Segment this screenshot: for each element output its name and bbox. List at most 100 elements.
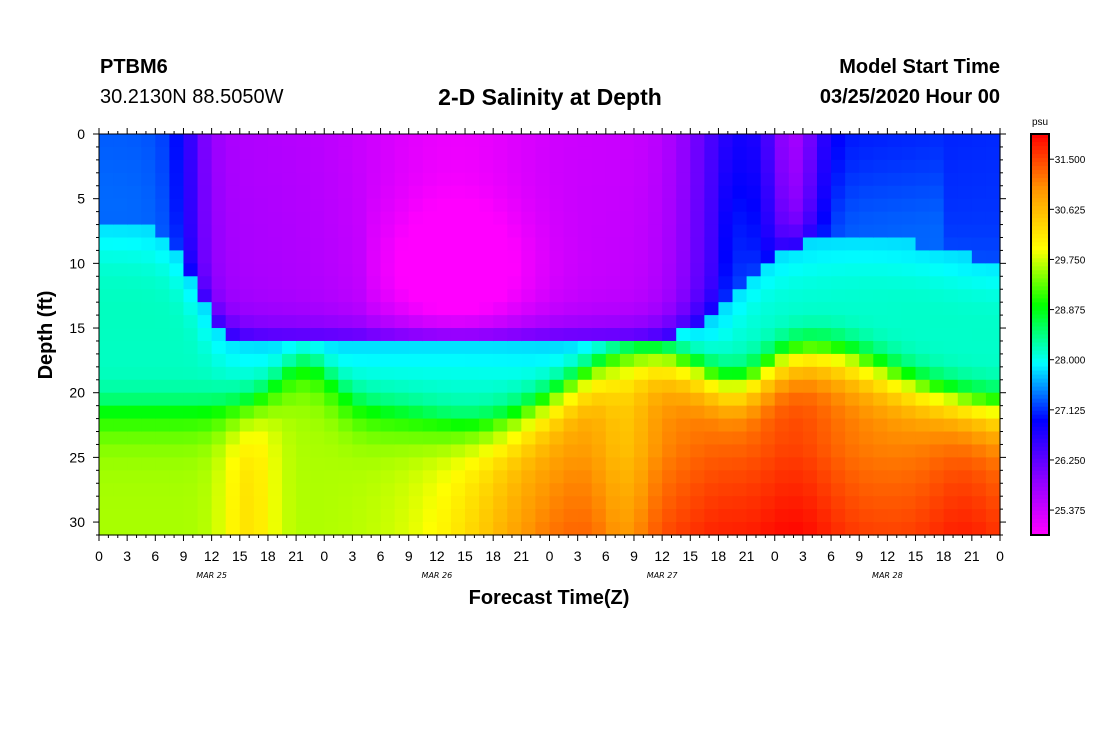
heatmap-cell (887, 172, 903, 187)
heatmap-cell (957, 457, 973, 471)
heatmap-cell (99, 366, 114, 381)
heatmap-cell (169, 340, 185, 355)
heatmap-cell (535, 302, 551, 316)
heatmap-cell (676, 392, 691, 407)
colorbar-segment (1031, 486, 1049, 492)
heatmap-cell (760, 302, 776, 316)
heatmap-cell (943, 483, 959, 497)
heatmap-cell (859, 172, 874, 187)
heatmap-cell (873, 185, 888, 200)
heatmap-cell (760, 522, 776, 536)
heatmap-cell (465, 146, 480, 161)
heatmap-cell (929, 340, 945, 355)
heatmap-cell (239, 496, 255, 510)
heatmap-cell (479, 211, 494, 226)
heatmap-cell (310, 470, 325, 484)
heatmap-cell (324, 134, 339, 148)
heatmap-cell (352, 211, 368, 226)
colorbar-segment (1031, 358, 1049, 364)
heatmap-cell (141, 379, 156, 394)
heatmap-cell (366, 250, 382, 264)
heatmap-cell (915, 444, 931, 458)
heatmap-cell (282, 392, 297, 407)
heatmap-cell (296, 328, 311, 342)
heatmap-cell (957, 392, 973, 407)
colorbar-segment (1031, 230, 1049, 235)
heatmap-cell (422, 340, 438, 355)
heatmap-cell (718, 237, 734, 252)
heatmap-cell (915, 340, 931, 355)
heatmap-cell (605, 289, 621, 303)
heatmap-cell (802, 159, 818, 174)
heatmap-cell (732, 328, 748, 342)
heatmap-cell (985, 289, 1001, 303)
heatmap-cell (211, 522, 227, 536)
colorbar-segment (1031, 170, 1049, 175)
heatmap-cell (197, 470, 213, 484)
heatmap-cell (465, 289, 480, 303)
heatmap-cell (690, 198, 705, 213)
heatmap-cell (549, 366, 565, 381)
heatmap-cell (338, 146, 354, 161)
heatmap-cell (296, 509, 311, 523)
heatmap-cell (774, 522, 790, 536)
heatmap-cell (169, 353, 185, 368)
heatmap-cell (366, 237, 382, 252)
heatmap-cell (845, 185, 860, 200)
heatmap-cell (450, 496, 466, 510)
heatmap-cell (282, 237, 297, 252)
heatmap-cell (859, 457, 874, 471)
heatmap-cell (521, 302, 537, 316)
model-start-label: Model Start Time (839, 56, 1000, 78)
heatmap-cell (690, 224, 705, 239)
heatmap-cell (943, 328, 959, 342)
heatmap-cell (493, 237, 508, 252)
heatmap-cell (859, 483, 874, 497)
heatmap-cell (282, 522, 297, 536)
heatmap-cell (408, 289, 424, 303)
heatmap-cell (859, 431, 874, 446)
heatmap-cell (591, 289, 607, 303)
heatmap-cell (535, 405, 551, 420)
heatmap-cell (760, 146, 776, 161)
heatmap-cell (465, 457, 480, 471)
heatmap-cell (352, 276, 368, 290)
heatmap-cell (253, 315, 269, 329)
heatmap-cell (422, 134, 438, 148)
heatmap-cell (324, 509, 339, 523)
heatmap-cell (465, 302, 480, 316)
heatmap-cell (535, 483, 551, 497)
heatmap-cell (563, 263, 579, 277)
heatmap-cell (296, 134, 311, 148)
heatmap-cell (282, 198, 297, 213)
heatmap-cell (408, 379, 424, 394)
heatmap-cell (732, 146, 748, 161)
heatmap-cell (563, 340, 579, 355)
heatmap-cell (169, 509, 185, 523)
heatmap-cell (141, 328, 156, 342)
heatmap-cell (394, 302, 410, 316)
heatmap-cell (408, 185, 424, 200)
heatmap-cell (591, 134, 607, 148)
heatmap-cell (352, 470, 368, 484)
heatmap-cell (605, 483, 621, 497)
heatmap-cell (929, 237, 945, 252)
heatmap-cell (633, 224, 649, 239)
heatmap-cell (971, 418, 987, 433)
heatmap-cell (774, 340, 790, 355)
colorbar-segment (1031, 178, 1049, 183)
heatmap-cell (141, 353, 156, 368)
heatmap-cell (155, 185, 170, 200)
heatmap-cell (957, 250, 973, 264)
heatmap-cell (971, 366, 987, 381)
heatmap-cell (253, 211, 269, 226)
heatmap-cell (380, 457, 396, 471)
x-tick-label: 6 (377, 548, 385, 564)
heatmap-cell (253, 328, 269, 342)
heatmap-cell (450, 315, 466, 329)
heatmap-cell (901, 431, 917, 446)
heatmap-cell (127, 224, 142, 239)
heatmap-cell (422, 276, 438, 290)
heatmap-cell (155, 509, 170, 523)
heatmap-cell (746, 276, 762, 290)
